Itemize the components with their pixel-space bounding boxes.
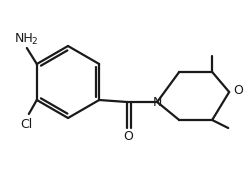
Text: O: O xyxy=(233,84,243,98)
Text: NH: NH xyxy=(14,32,33,44)
Text: Cl: Cl xyxy=(21,118,33,130)
Text: 2: 2 xyxy=(31,36,37,45)
Text: N: N xyxy=(152,96,162,109)
Text: O: O xyxy=(124,130,134,144)
